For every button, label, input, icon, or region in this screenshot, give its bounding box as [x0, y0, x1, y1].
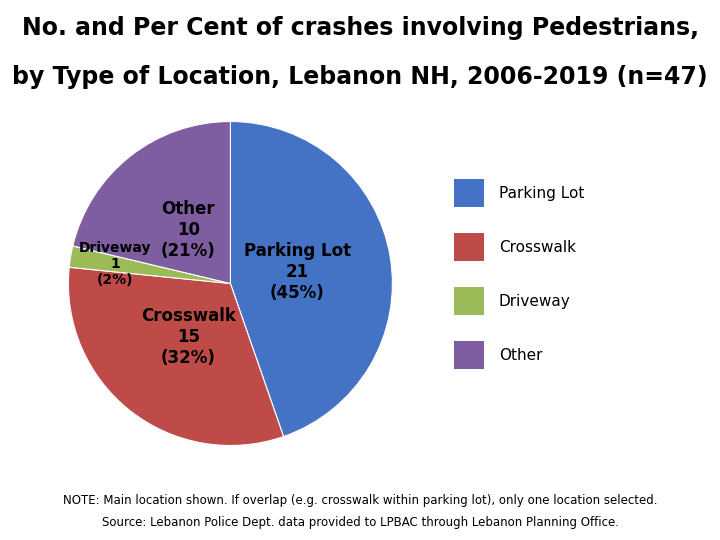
- Text: Crosswalk
15
(32%): Crosswalk 15 (32%): [141, 307, 235, 367]
- Wedge shape: [73, 122, 230, 284]
- FancyBboxPatch shape: [454, 233, 484, 261]
- Wedge shape: [68, 267, 284, 446]
- Text: Driveway
1
(2%): Driveway 1 (2%): [79, 241, 152, 287]
- Wedge shape: [230, 122, 392, 436]
- FancyBboxPatch shape: [454, 179, 484, 207]
- Text: NOTE: Main location shown. If overlap (e.g. crosswalk within parking lot), only : NOTE: Main location shown. If overlap (e…: [63, 494, 657, 507]
- Wedge shape: [69, 246, 230, 284]
- Text: Parking Lot
21
(45%): Parking Lot 21 (45%): [244, 242, 351, 302]
- FancyBboxPatch shape: [454, 341, 484, 369]
- Text: Driveway: Driveway: [499, 294, 571, 309]
- Text: Source: Lebanon Police Dept. data provided to LPBAC through Lebanon Planning Off: Source: Lebanon Police Dept. data provid…: [102, 516, 618, 529]
- Text: by Type of Location, Lebanon NH, 2006-2019 (n=47): by Type of Location, Lebanon NH, 2006-20…: [12, 65, 708, 89]
- Text: Other: Other: [499, 348, 542, 363]
- Text: Other
10
(21%): Other 10 (21%): [161, 200, 215, 260]
- Text: Parking Lot: Parking Lot: [499, 186, 585, 201]
- Text: No. and Per Cent of crashes involving Pedestrians,: No. and Per Cent of crashes involving Pe…: [22, 16, 698, 40]
- Text: Crosswalk: Crosswalk: [499, 240, 576, 255]
- FancyBboxPatch shape: [454, 287, 484, 315]
